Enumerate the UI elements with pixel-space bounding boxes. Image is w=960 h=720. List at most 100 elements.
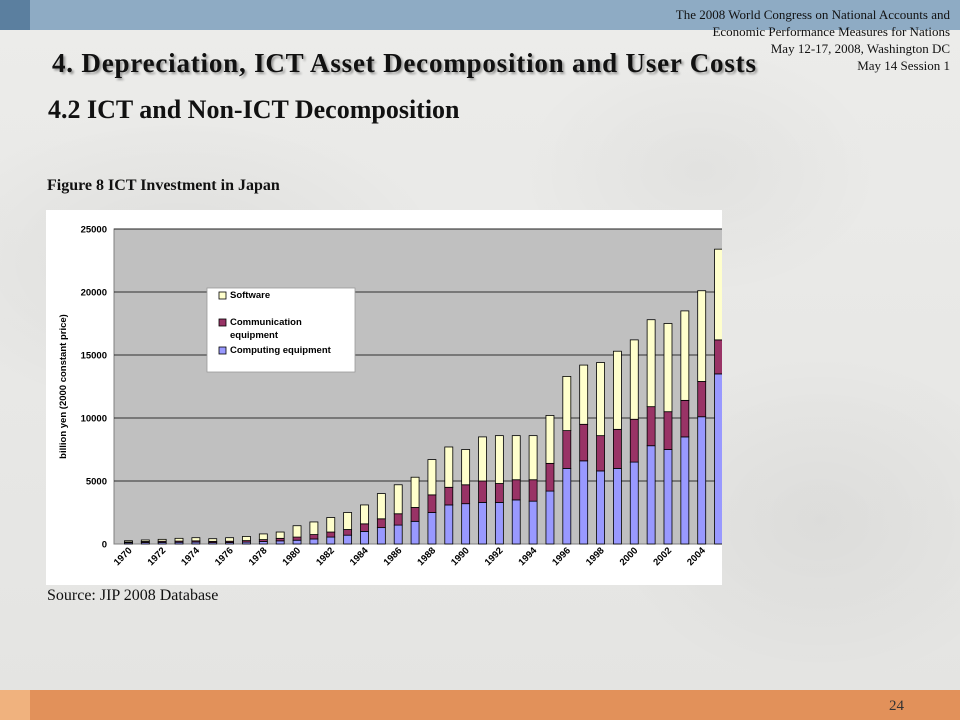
bar-computing-equipment-1996 [562, 467, 572, 545]
bar-software-1980 [292, 525, 302, 538]
bar-computing-equipment-1993 [511, 499, 521, 545]
conference-line: May 12-17, 2008, Washington DC [770, 41, 950, 56]
y-tick-label: 15000 [81, 351, 107, 362]
bar-software-1986 [393, 484, 403, 515]
bar-software-1982 [326, 517, 336, 533]
bar-computing-equipment-2001 [646, 445, 656, 545]
conference-info: The 2008 World Congress on National Acco… [530, 6, 950, 74]
x-tick-label: 1982 [314, 545, 337, 568]
bar-computing-equipment-2004 [697, 416, 707, 545]
x-tick-label: 1970 [112, 545, 135, 568]
bar-software-1999 [613, 350, 622, 430]
slide-subtitle: 4.2 ICT and Non-ICT Decomposition [48, 95, 460, 124]
bar-software-2004 [697, 290, 707, 382]
figure-caption: Figure 8 ICT Investment in Japan [47, 177, 280, 194]
x-tick-label: 2004 [685, 545, 708, 568]
bar-computing-equipment-1986 [393, 524, 403, 545]
bar-software-1998 [596, 362, 605, 437]
bottom-banner: 24 [0, 690, 960, 720]
bar-software-1972 [157, 538, 167, 542]
bar-communication-equipment-1985 [376, 518, 386, 529]
x-tick-label: 1980 [280, 545, 303, 568]
bar-computing-equipment-1984 [360, 530, 369, 545]
bar-software-2000 [629, 339, 639, 420]
bar-communication-equipment-1991 [478, 480, 487, 503]
bar-software-1975 [208, 538, 218, 542]
bar-software-1993 [511, 435, 521, 481]
bar-computing-equipment-1985 [376, 527, 386, 545]
bar-communication-equipment-1983 [343, 529, 353, 536]
ict-investment-chart: 0 5000 10000 15000 20000 25000 billion yen (20… [58, 225, 722, 568]
bar-computing-equipment-1980 [292, 539, 302, 545]
x-tick-label: 1986 [382, 545, 405, 568]
bar-software-2001 [646, 319, 656, 408]
bar-software-1978 [258, 533, 268, 540]
bar-software-1992 [494, 435, 504, 484]
x-tick-label: 1976 [213, 545, 236, 568]
bar-computing-equipment-1994 [528, 500, 538, 545]
bar-communication-equipment-1984 [360, 523, 369, 532]
bar-software-2005 [714, 248, 722, 341]
bar-computing-equipment-1981 [309, 538, 319, 545]
legend-box [206, 287, 356, 373]
bar-computing-equipment-1991 [478, 502, 487, 545]
bar-computing-equipment-1987 [410, 520, 420, 545]
x-tick-label: 1984 [348, 545, 371, 568]
x-tick-label: 1978 [247, 545, 270, 568]
bar-software-1973 [174, 537, 184, 542]
bar-software-2003 [680, 310, 690, 401]
y-tick-label: 20000 [81, 288, 107, 299]
x-tick-label: 1974 [179, 545, 202, 568]
bar-software-1990 [461, 449, 471, 486]
bar-communication-equipment-1980 [292, 536, 302, 541]
slide-title: 4. Depreciation, ICT Asset Decomposition… [52, 48, 757, 78]
bar-communication-equipment-1998 [596, 435, 605, 472]
x-tick-label: 2002 [651, 545, 674, 568]
x-tick-label: 2000 [618, 545, 641, 568]
bar-software-1974 [191, 537, 201, 542]
bar-communication-equipment-1995 [545, 462, 555, 492]
bar-communication-equipment-1996 [562, 430, 572, 469]
bar-computing-equipment-2002 [663, 449, 673, 545]
bar-communication-equipment-2001 [646, 406, 656, 447]
bar-software-1970 [124, 540, 133, 543]
bar-software-1977 [242, 536, 251, 541]
bar-communication-equipment-1999 [613, 428, 622, 469]
bar-software-1976 [225, 537, 234, 542]
bar-communication-equipment-2000 [629, 418, 639, 463]
legend-label-computing-equipment: Computing equipment [230, 345, 332, 356]
y-axis-label: billion yen (2000 constant price) [58, 314, 69, 459]
bar-communication-equipment-2003 [680, 399, 690, 438]
bar-computing-equipment-1990 [461, 503, 471, 545]
source-note: Source: JIP 2008 Database [47, 587, 219, 604]
bar-software-1989 [444, 446, 454, 488]
bar-communication-equipment-1990 [461, 484, 471, 505]
y-tick-label: 5000 [86, 477, 107, 488]
legend-swatch-software [218, 291, 227, 300]
y-tick-label: 0 [102, 540, 107, 551]
bar-communication-equipment-1994 [528, 479, 538, 502]
bar-software-2002 [663, 323, 673, 413]
chart-panel: 0 5000 10000 15000 20000 25000 billion yen (20… [46, 210, 722, 585]
bar-computing-equipment-1997 [579, 460, 589, 545]
legend-label-communication-equipment: Communication equipment [230, 317, 302, 341]
bar-software-1981 [309, 521, 319, 535]
bar-software-1987 [410, 476, 420, 508]
bar-computing-equipment-2003 [680, 436, 690, 545]
x-tick-label: 1990 [449, 545, 472, 568]
bar-computing-equipment-1988 [427, 512, 437, 545]
bar-communication-equipment-1993 [511, 479, 521, 501]
bar-communication-equipment-2004 [697, 381, 707, 418]
bottom-banner-bar [30, 690, 960, 720]
legend-label-software: Software [230, 290, 270, 301]
x-tick-label: 1996 [550, 545, 573, 568]
bar-communication-equipment-2005 [714, 339, 722, 375]
bar-computing-equipment-2005 [714, 373, 722, 545]
bar-software-1983 [343, 512, 353, 530]
bar-computing-equipment-1992 [494, 502, 504, 545]
bar-communication-equipment-1981 [309, 534, 319, 540]
y-tick-label: 10000 [81, 414, 107, 425]
bar-software-1997 [579, 364, 589, 425]
bar-computing-equipment-1989 [444, 504, 454, 545]
x-tick-label: 1998 [584, 545, 607, 568]
